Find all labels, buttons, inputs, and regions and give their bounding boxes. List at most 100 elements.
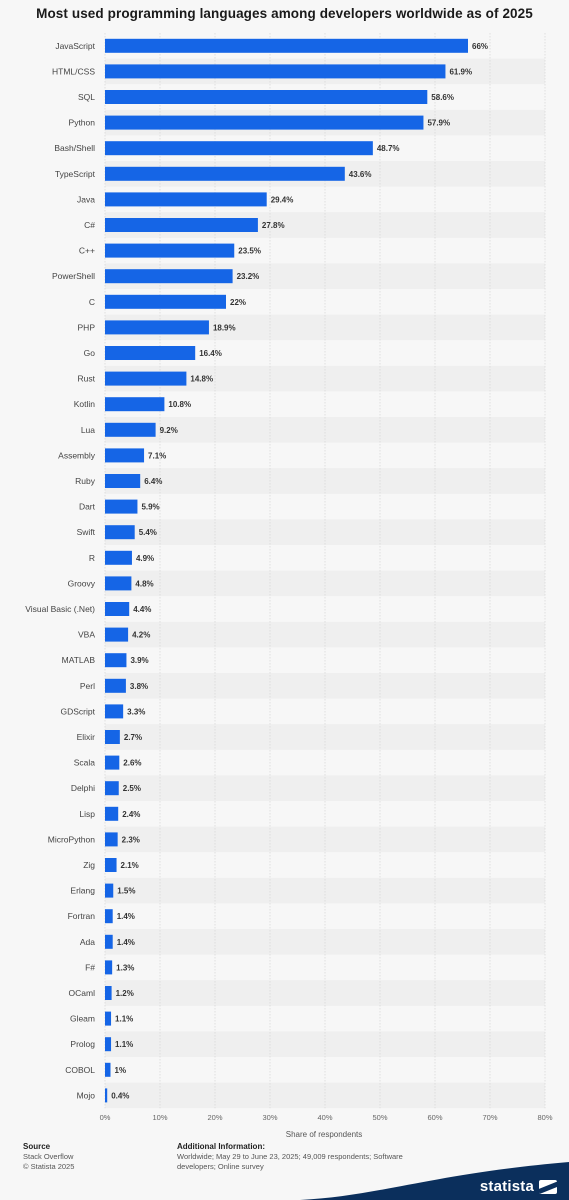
bar — [105, 141, 373, 156]
value-label: 2.7% — [124, 733, 142, 742]
category-label: Gleam — [70, 1014, 95, 1024]
row-stripe — [105, 929, 545, 955]
bar — [105, 346, 196, 360]
tick-label: 50% — [372, 1113, 387, 1122]
bar — [105, 755, 120, 770]
value-label: 3.8% — [130, 682, 148, 691]
bar — [105, 1037, 112, 1052]
category-label: Lisp — [79, 809, 95, 819]
value-label: 1.1% — [115, 1015, 133, 1024]
value-label: 6.4% — [144, 477, 162, 486]
bar — [105, 525, 135, 540]
value-label: 18.9% — [213, 323, 236, 332]
category-label: SQL — [78, 92, 95, 102]
row-stripe — [105, 673, 545, 699]
value-label: 2.6% — [123, 759, 141, 768]
bar — [105, 115, 424, 130]
tick-label: 80% — [537, 1113, 552, 1122]
row-stripe — [105, 826, 545, 853]
tick-label: 10% — [152, 1113, 167, 1122]
tick-label: 60% — [427, 1113, 442, 1122]
bar — [105, 986, 112, 1000]
bar — [105, 781, 119, 796]
value-label: 1.1% — [115, 1040, 133, 1049]
value-label: 10.8% — [168, 400, 191, 409]
category-label: R — [89, 553, 95, 563]
category-label: Zig — [83, 860, 95, 870]
value-label: 4.8% — [135, 579, 153, 588]
value-label: 4.2% — [132, 631, 150, 640]
category-label: Go — [84, 348, 96, 358]
bar — [105, 371, 187, 386]
bar — [105, 474, 141, 488]
value-label: 2.1% — [121, 861, 139, 870]
category-label: Fortran — [68, 911, 96, 921]
bar — [105, 448, 145, 463]
value-label: 4.4% — [133, 605, 151, 614]
category-label: Kotlin — [74, 399, 96, 409]
category-label: Dart — [79, 502, 96, 512]
bar — [105, 294, 226, 309]
value-label: 1.4% — [117, 938, 135, 947]
value-label: 4.9% — [136, 554, 154, 563]
value-label: 58.6% — [431, 93, 454, 102]
category-label: GDScript — [61, 706, 96, 716]
value-label: 0.4% — [111, 1091, 129, 1100]
bar — [105, 218, 258, 232]
category-label: MATLAB — [62, 655, 96, 665]
source-heading: Source — [23, 1142, 51, 1151]
bar — [105, 64, 446, 79]
row-stripe — [105, 775, 545, 801]
value-label: 5.9% — [141, 503, 159, 512]
category-label: Lua — [81, 425, 95, 435]
value-label: 23.2% — [237, 272, 260, 281]
category-label: Visual Basic (.Net) — [25, 604, 95, 614]
tick-label: 20% — [207, 1113, 222, 1122]
value-label: 3.3% — [127, 707, 145, 716]
value-label: 1.2% — [116, 989, 134, 998]
category-label: Rust — [78, 374, 96, 384]
bar — [105, 883, 114, 898]
value-label: 14.8% — [190, 375, 213, 384]
value-label: 23.5% — [238, 247, 261, 256]
bar — [105, 192, 267, 207]
category-label: Bash/Shell — [54, 143, 95, 153]
statista-logo[interactable]: statista — [480, 1178, 557, 1195]
category-label: PHP — [78, 322, 96, 332]
value-label: 48.7% — [377, 144, 400, 153]
category-label: Swift — [77, 527, 96, 537]
value-label: 9.2% — [160, 426, 178, 435]
bar — [105, 1011, 112, 1026]
category-label: OCaml — [69, 988, 96, 998]
value-label: 57.9% — [427, 119, 450, 128]
bar — [105, 1062, 111, 1077]
category-label: Perl — [80, 681, 95, 691]
value-label: 5.4% — [139, 528, 157, 537]
row-stripe — [105, 621, 545, 648]
category-label: C# — [84, 220, 95, 230]
bar — [105, 934, 113, 949]
bar — [105, 166, 345, 181]
brand-name: statista — [479, 1178, 534, 1195]
source-name: Stack Overflow — [23, 1152, 74, 1161]
value-label: 27.8% — [262, 221, 285, 230]
bar — [105, 38, 468, 53]
tick-label: 30% — [262, 1113, 277, 1122]
category-label: Groovy — [68, 578, 96, 588]
tick-label: 70% — [482, 1113, 497, 1122]
bar-chart: JavaScript HTML/CSS SQL Python Bash/Shell Typ… — [25, 33, 553, 1139]
value-label: 3.9% — [130, 656, 148, 665]
copyright: © Statista 2025 — [23, 1162, 75, 1171]
category-label: HTML/CSS — [52, 66, 95, 76]
bar — [105, 397, 165, 412]
category-label: Prolog — [70, 1039, 95, 1049]
value-label: 7.1% — [148, 451, 166, 460]
bar — [105, 627, 129, 642]
category-label: COBOL — [65, 1065, 95, 1075]
info-text: Worldwide; May 29 to June 23, 2025; 49,0… — [177, 1152, 403, 1171]
category-label: Ruby — [75, 476, 96, 486]
category-label: TypeScript — [55, 169, 96, 179]
info-heading: Additional Information: — [177, 1142, 265, 1151]
bar — [105, 320, 209, 335]
